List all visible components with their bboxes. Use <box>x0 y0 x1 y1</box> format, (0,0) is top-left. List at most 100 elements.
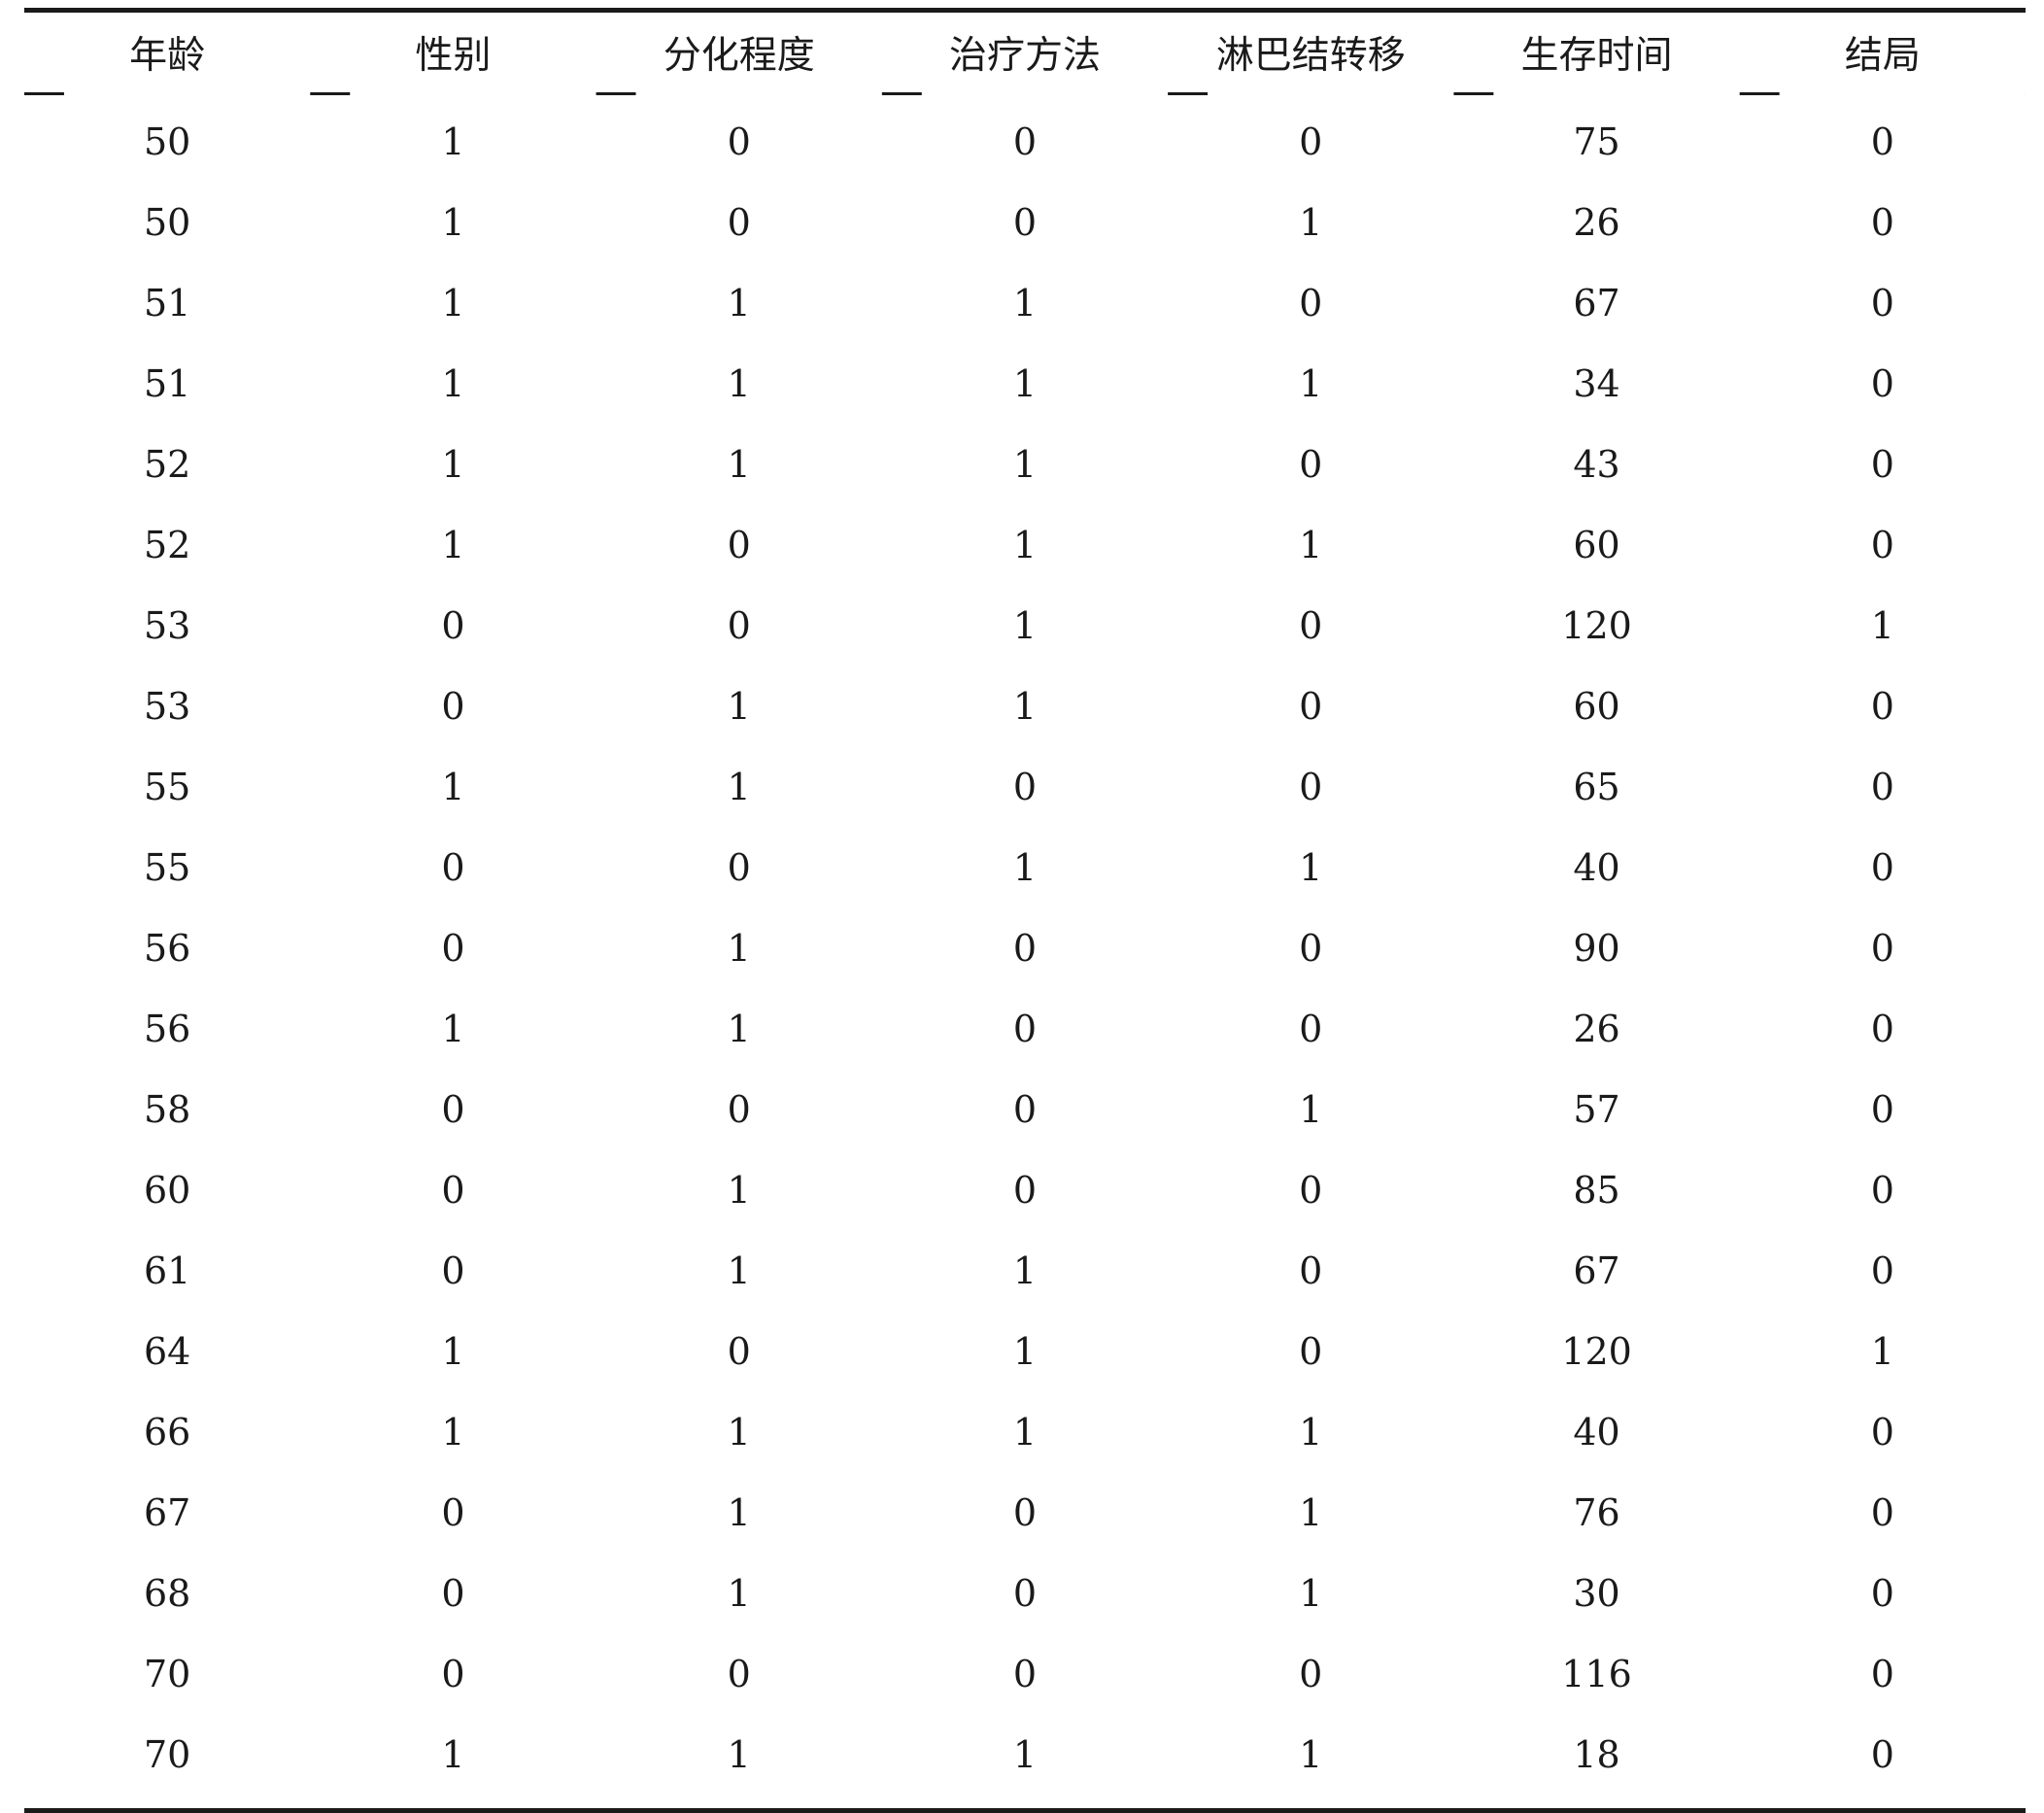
cell-treatment: 0 <box>1012 200 1038 244</box>
cell-sex: 0 <box>441 1652 465 1695</box>
cell-age: 50 <box>143 120 191 163</box>
header-differentiation: 分化程度 <box>663 34 815 78</box>
table-row: 60 0 1 0 0 85 0 <box>24 1149 2026 1230</box>
table-row: 53 0 1 1 0 60 0 <box>24 666 2026 746</box>
cell-age: 70 <box>143 1732 191 1776</box>
cell-outcome: 0 <box>1870 281 1894 325</box>
table-row: 61 0 1 1 0 67 0 <box>24 1230 2026 1311</box>
header-sex: 性别 <box>415 34 492 78</box>
cell-sex: 1 <box>441 765 465 808</box>
cell-differentiation: 1 <box>727 765 751 808</box>
cell-lymph-metastasis: 1 <box>1299 1410 1323 1454</box>
cell-age: 51 <box>143 361 191 405</box>
cell-sex: 1 <box>441 200 465 244</box>
cell-age: 68 <box>143 1571 191 1615</box>
cell-lymph-metastasis: 0 <box>1299 120 1323 163</box>
table-top-rule <box>24 8 2026 13</box>
cell-treatment: 1 <box>1012 1329 1038 1373</box>
cell-treatment: 0 <box>1012 1007 1038 1050</box>
cell-sex: 0 <box>441 1571 465 1615</box>
cell-age: 55 <box>143 765 191 808</box>
cell-age: 52 <box>143 523 191 566</box>
cell-outcome: 0 <box>1870 926 1894 970</box>
cell-survival-time: 76 <box>1573 1490 1620 1534</box>
cell-age: 64 <box>143 1329 191 1373</box>
cell-outcome: 0 <box>1870 1087 1894 1131</box>
cell-outcome: 1 <box>1870 603 1894 647</box>
cell-treatment: 1 <box>1012 1732 1038 1776</box>
cell-lymph-metastasis: 1 <box>1299 845 1323 889</box>
cell-survival-time: 120 <box>1561 1329 1632 1373</box>
cell-outcome: 0 <box>1870 684 1894 728</box>
table-row: 64 1 0 1 0 120 1 <box>24 1311 2026 1391</box>
cell-treatment: 1 <box>1012 442 1038 486</box>
cell-sex: 1 <box>441 120 465 163</box>
cell-differentiation: 0 <box>727 1087 751 1131</box>
cell-differentiation: 1 <box>727 1732 751 1776</box>
cell-outcome: 0 <box>1870 200 1894 244</box>
cell-differentiation: 0 <box>727 1329 751 1373</box>
cell-outcome: 0 <box>1870 1007 1894 1050</box>
cell-treatment: 0 <box>1012 120 1038 163</box>
cell-sex: 1 <box>441 281 465 325</box>
cell-age: 53 <box>143 603 191 647</box>
cell-sex: 1 <box>441 1732 465 1776</box>
cell-treatment: 1 <box>1012 1410 1038 1454</box>
cell-age: 70 <box>143 1652 191 1695</box>
cell-sex: 0 <box>441 684 465 728</box>
cell-sex: 1 <box>441 1329 465 1373</box>
cell-age: 56 <box>143 926 191 970</box>
cell-survival-time: 57 <box>1573 1087 1620 1131</box>
cell-survival-time: 40 <box>1573 845 1620 889</box>
table-row: 53 0 0 1 0 120 1 <box>24 585 2026 666</box>
cell-age: 58 <box>143 1087 191 1131</box>
cell-lymph-metastasis: 0 <box>1299 1007 1323 1050</box>
cell-sex: 0 <box>441 1490 465 1534</box>
data-table: 年龄 性别 分化程度 治疗方法 淋巴结转移 生存时间 结局 50 1 0 0 0 75 0 5… <box>24 8 2026 1813</box>
cell-survival-time: 120 <box>1561 603 1632 647</box>
cell-differentiation: 0 <box>727 120 751 163</box>
table-body: 50 1 0 0 0 75 0 50 1 0 0 1 26 0 51 1 1 1 0 67 0 51 1 1 1 1 34 0 52 1 1… <box>24 95 2026 1808</box>
cell-age: 67 <box>143 1490 191 1534</box>
cell-outcome: 0 <box>1870 1571 1894 1615</box>
cell-differentiation: 0 <box>727 1652 751 1695</box>
cell-survival-time: 67 <box>1573 281 1620 325</box>
table-header-rule <box>24 92 2026 95</box>
table-row: 51 1 1 1 0 67 0 <box>24 262 2026 343</box>
cell-differentiation: 0 <box>727 200 751 244</box>
cell-differentiation: 1 <box>727 281 751 325</box>
table-row: 50 1 0 0 0 75 0 <box>24 101 2026 182</box>
cell-sex: 0 <box>441 845 465 889</box>
table-row: 55 0 0 1 1 40 0 <box>24 827 2026 907</box>
cell-sex: 0 <box>441 603 465 647</box>
cell-survival-time: 75 <box>1573 120 1620 163</box>
cell-treatment: 1 <box>1012 523 1038 566</box>
header-survival-time: 生存时间 <box>1520 34 1673 78</box>
cell-lymph-metastasis: 1 <box>1299 1490 1323 1534</box>
table-header-row: 年龄 性别 分化程度 治疗方法 淋巴结转移 生存时间 结局 <box>24 13 2026 92</box>
table-row: 70 0 0 0 0 116 0 <box>24 1633 2026 1714</box>
cell-sex: 1 <box>441 442 465 486</box>
cell-differentiation: 1 <box>727 1490 751 1534</box>
cell-lymph-metastasis: 0 <box>1299 684 1323 728</box>
cell-survival-time: 67 <box>1573 1249 1620 1292</box>
table-row: 68 0 1 0 1 30 0 <box>24 1553 2026 1633</box>
cell-differentiation: 0 <box>727 603 751 647</box>
cell-treatment: 0 <box>1012 1490 1038 1534</box>
cell-age: 50 <box>143 200 191 244</box>
cell-lymph-metastasis: 0 <box>1299 926 1323 970</box>
cell-differentiation: 0 <box>727 523 751 566</box>
cell-survival-time: 90 <box>1573 926 1620 970</box>
cell-outcome: 0 <box>1870 1490 1894 1534</box>
cell-age: 52 <box>143 442 191 486</box>
cell-age: 55 <box>143 845 191 889</box>
cell-survival-time: 43 <box>1573 442 1620 486</box>
cell-treatment: 0 <box>1012 765 1038 808</box>
cell-treatment: 0 <box>1012 1087 1038 1131</box>
cell-age: 66 <box>143 1410 191 1454</box>
cell-survival-time: 34 <box>1573 361 1620 405</box>
table-row: 67 0 1 0 1 76 0 <box>24 1472 2026 1553</box>
table-row: 66 1 1 1 1 40 0 <box>24 1391 2026 1472</box>
cell-differentiation: 1 <box>727 926 751 970</box>
cell-lymph-metastasis: 0 <box>1299 442 1323 486</box>
